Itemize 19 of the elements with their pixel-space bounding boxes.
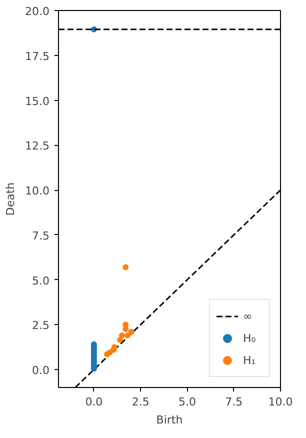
x-axis-title: Birth [156,414,183,426]
y-tick-label: 12.5 [25,140,50,153]
y-tick-label: 7.5 [32,229,50,242]
legend-label: H₁ [243,354,257,366]
legend-label: ∞ [243,310,254,322]
y-tick-label: 15.0 [25,94,50,108]
legend-label: H₀ [243,332,257,344]
x-tick-label: 0.0 [85,396,103,408]
x-tick-label: 5.0 [178,396,196,408]
y-tick-label: 0.0 [32,364,50,378]
y-tick-label: 5.0 [32,274,50,288]
x-tick-label: 2.5 [132,396,150,408]
x-tick-label: 7.5 [225,396,243,408]
y-tick-label: 2.5 [32,319,50,332]
y-axis-title: Death [4,182,18,216]
y-tick-label: 20.0 [25,5,50,18]
x-tick-label: 10.0 [268,396,293,408]
y-tick-label: 10.0 [25,184,50,198]
y-tick-label: 17.5 [25,50,50,63]
